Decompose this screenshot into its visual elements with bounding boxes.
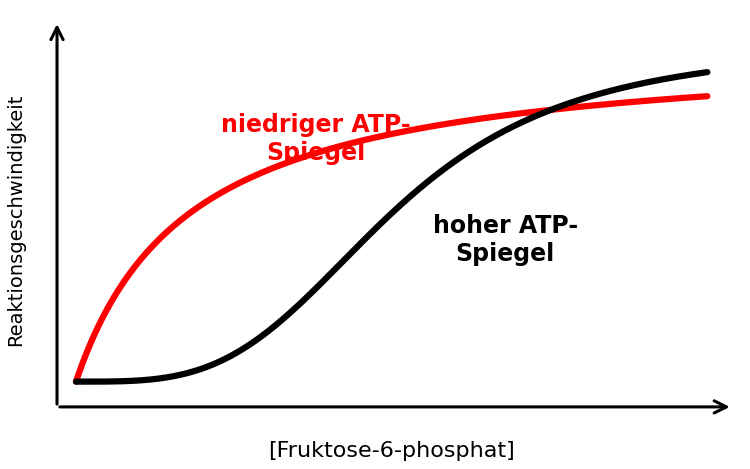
Text: hoher ATP-
Spiegel: hoher ATP- Spiegel [433,214,578,266]
Text: [Fruktose-6-phosphat]: [Fruktose-6-phosphat] [268,440,515,461]
Text: niedriger ATP-
Spiegel: niedriger ATP- Spiegel [221,113,411,165]
Text: Reaktionsgeschwindigkeit: Reaktionsgeschwindigkeit [7,94,26,346]
